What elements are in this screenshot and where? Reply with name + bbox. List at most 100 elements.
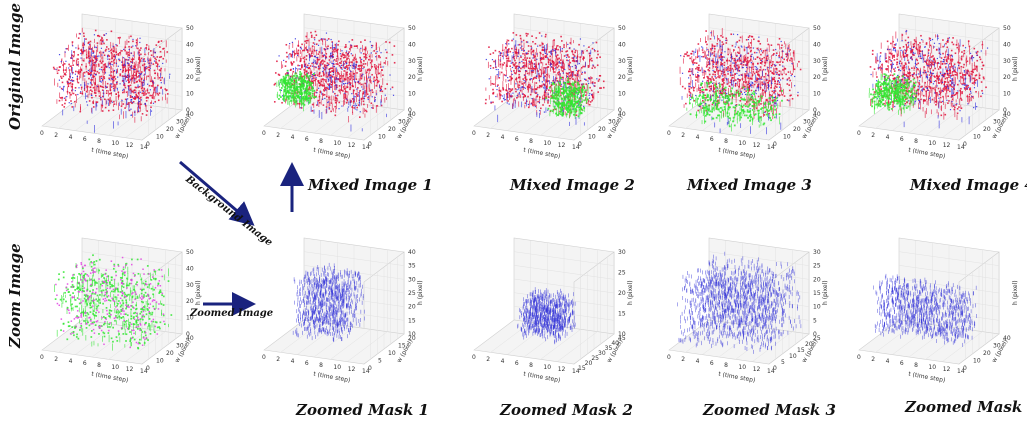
- scatter-points: [54, 254, 173, 350]
- svg-text:8: 8: [97, 138, 101, 145]
- svg-text:0: 0: [773, 141, 777, 148]
- svg-text:14: 14: [140, 144, 148, 151]
- scatter-points: [55, 33, 171, 116]
- svg-text:30: 30: [618, 58, 626, 65]
- svg-text:12: 12: [558, 142, 566, 149]
- svg-text:30: 30: [186, 58, 194, 65]
- svg-text:20: 20: [813, 74, 821, 81]
- caption-mask-2: Zoomed Mask 2: [500, 401, 633, 419]
- svg-text:20: 20: [388, 126, 396, 133]
- scatter-strokes: [62, 38, 170, 133]
- plot-mixed-image-4: 0 2 4 6 8 10 12 14 0 10 20 30 40 0 10 20 30 40 50 t (time s…: [845, 4, 1025, 169]
- svg-text:50: 50: [408, 25, 416, 32]
- svg-text:20: 20: [186, 74, 194, 81]
- svg-text:8: 8: [319, 138, 323, 145]
- svg-text:40: 40: [618, 41, 626, 48]
- row-label-original: Original Image: [6, 2, 24, 130]
- svg-text:10: 10: [333, 140, 341, 147]
- svg-text:h (pixel): h (pixel): [627, 56, 634, 81]
- svg-text:40: 40: [813, 41, 821, 48]
- svg-text:40: 40: [408, 111, 416, 118]
- svg-text:10: 10: [543, 140, 551, 147]
- svg-text:t (time step): t (time step): [523, 147, 561, 160]
- plot-mixed-image-1: 0 2 4 6 8 10 12 14 0 10 20 30 40 0 10 20 30 40 50 t (time s…: [250, 4, 430, 169]
- svg-text:10: 10: [408, 91, 416, 98]
- svg-text:0: 0: [262, 130, 266, 137]
- svg-text:0: 0: [146, 141, 150, 148]
- svg-text:10: 10: [186, 91, 194, 98]
- svg-text:0: 0: [667, 130, 671, 137]
- scatter-strokes: [54, 27, 168, 123]
- plot-original-image: 0 2 4 6 8 10 12 14 0 10 20 30 40 0 10 20 30 40 50 t (time s…: [28, 4, 208, 169]
- scatter-strokes: [494, 40, 592, 126]
- svg-text:0: 0: [408, 107, 412, 114]
- caption-mask-1: Zoomed Mask 1: [296, 401, 429, 419]
- svg-text:10: 10: [588, 134, 596, 141]
- svg-text:20: 20: [793, 126, 801, 133]
- svg-text:0: 0: [618, 107, 622, 114]
- svg-text:4: 4: [291, 134, 295, 141]
- svg-text:50: 50: [813, 25, 821, 32]
- svg-text:h (pixel): h (pixel): [822, 56, 829, 81]
- svg-text:30: 30: [408, 58, 416, 65]
- svg-text:0: 0: [472, 130, 476, 137]
- scatter-strokes: [276, 71, 313, 112]
- svg-text:0: 0: [578, 141, 582, 148]
- caption-mixed-2: Mixed Image 2: [510, 176, 635, 194]
- svg-text:40: 40: [813, 111, 821, 118]
- svg-text:0: 0: [40, 130, 44, 137]
- svg-text:6: 6: [710, 136, 714, 143]
- svg-text:6: 6: [305, 136, 309, 143]
- svg-text:t (time step): t (time step): [313, 147, 351, 160]
- mask-lattice: [677, 251, 802, 354]
- plot-zoomed-mask-4: 0 2 4 6 8 10 12 14 0 10 20 30 40 t (time step) w (pixe…: [845, 228, 1025, 393]
- svg-text:30: 30: [608, 119, 616, 126]
- plot-zoomed-mask-2: 0 2 4 6 8 10 12 14 15 20 25 30 35 40 45 10 15 20 25 30 t (ti…: [460, 228, 640, 393]
- scatter-points: [55, 256, 165, 349]
- svg-text:10: 10: [783, 134, 791, 141]
- plot-mixed-image-2: 0 2 4 6 8 10 12 14 0 10 20 30 40 0 10 20 30 40 50 t (time s…: [460, 4, 640, 169]
- plot-zoomed-mask-1: 0 2 4 6 8 10 12 14 0 5 10 15 20 10 15 20 25 30 35 40 t (time…: [250, 228, 430, 393]
- svg-text:40: 40: [186, 111, 194, 118]
- caption-mask-4: Zoomed Mask 4: [905, 398, 1027, 416]
- zoomed-image-label: Zoomed Image: [190, 308, 274, 319]
- svg-text:0: 0: [813, 107, 817, 114]
- svg-text:2: 2: [681, 132, 685, 139]
- svg-text:12: 12: [348, 142, 356, 149]
- scatter-points: [680, 32, 799, 119]
- scatter-points: [545, 77, 589, 118]
- svg-text:30: 30: [803, 119, 811, 126]
- svg-text:4: 4: [696, 134, 700, 141]
- svg-text:2: 2: [54, 132, 58, 139]
- svg-text:14: 14: [767, 144, 775, 151]
- caption-mixed-1: Mixed Image 1: [308, 176, 433, 194]
- svg-text:8: 8: [529, 138, 533, 145]
- svg-text:40: 40: [408, 41, 416, 48]
- plot-zoom-image: 0 2 4 6 8 10 12 14 0 10 20 30 40 0 10 20 30 40 50 t (time s…: [28, 228, 208, 393]
- scatter-strokes: [686, 82, 780, 132]
- plot-zoomed-mask-3: 0 2 4 6 8 10 12 14 0 5 10 15 20 25 0 5 10 15 20 25 30 t (time…: [655, 228, 835, 393]
- svg-text:20: 20: [408, 74, 416, 81]
- svg-text:10: 10: [111, 140, 119, 147]
- plot-mixed-image-3: 0 2 4 6 8 10 12 14 0 10 20 30 40 0 10 20 30 40 50 t (time s…: [655, 4, 835, 169]
- caption-mixed-3: Mixed Image 3: [687, 176, 812, 194]
- svg-text:0: 0: [368, 141, 372, 148]
- svg-text:10: 10: [618, 91, 626, 98]
- svg-text:4: 4: [69, 134, 73, 141]
- svg-text:30: 30: [813, 58, 821, 65]
- svg-text:14: 14: [572, 144, 580, 151]
- svg-text:10: 10: [156, 134, 164, 141]
